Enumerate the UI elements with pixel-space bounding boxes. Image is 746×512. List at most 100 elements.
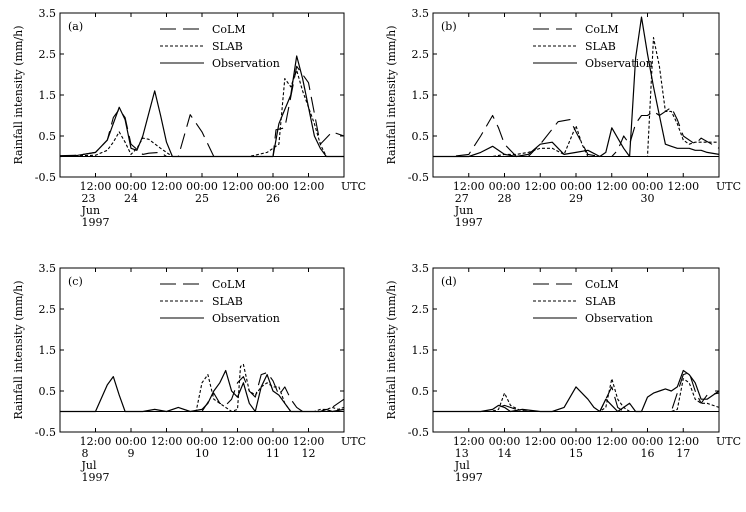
- chart-panel-d: 3.5 2.5 1.5 0.5 -0.5 Rainfall intensity (mm/h…: [385, 262, 741, 484]
- x-tick-label: 12:00: [596, 435, 628, 448]
- series-line-slab: [59, 69, 344, 158]
- day-label: 29: [569, 192, 583, 205]
- legend-label-colm: CoLM: [212, 23, 246, 36]
- panel-label: (b): [441, 20, 457, 33]
- plot-frame: [59, 267, 345, 433]
- day-label: 14: [498, 447, 512, 460]
- x-tick-label: 00:00: [115, 435, 147, 448]
- day-label: 26: [266, 192, 280, 205]
- date-year-label: 1997: [455, 216, 483, 229]
- x-tick-label: 12:00: [151, 180, 183, 193]
- x-tick-label: 12:00: [222, 435, 254, 448]
- legend-label-observation: Observation: [212, 57, 280, 70]
- day-label: 30: [641, 192, 655, 205]
- x-unit-label: UTC: [716, 180, 741, 193]
- day-label: 16: [641, 447, 655, 460]
- date-year-label: 1997: [82, 216, 110, 229]
- legend-label-colm: CoLM: [585, 278, 619, 291]
- series-line-slab: [60, 363, 345, 413]
- x-tick-label: 00:00: [632, 180, 664, 193]
- y-tick-label: -0.5: [35, 426, 56, 439]
- x-tick-label: 12:00: [453, 180, 485, 193]
- x-tick-label: 12:00: [667, 180, 699, 193]
- x-tick-label: 00:00: [115, 180, 147, 193]
- legend-label-observation: Observation: [212, 312, 280, 325]
- x-tick-label: 12:00: [524, 435, 556, 448]
- date-day-label: 8: [82, 447, 89, 460]
- chart-panel-c: 3.5 2.5 1.5 0.5 -0.5 Rainfall intensity (mm/h…: [12, 262, 366, 484]
- date-day-label: 23: [82, 192, 96, 205]
- series-line-colm: [433, 372, 720, 413]
- x-tick-label: 12:00: [80, 180, 112, 193]
- y-tick-label: 3.5: [412, 262, 430, 275]
- panel-label: (a): [68, 20, 83, 33]
- chart-panel-b: 3.5 2.5 1.5 0.5 -0.5 Rainfall intensity (mm/h…: [385, 7, 741, 229]
- legend-label-observation: Observation: [585, 312, 653, 325]
- x-tick-label: 12:00: [293, 180, 325, 193]
- legend-label-colm: CoLM: [585, 23, 619, 36]
- x-tick-label: 12:00: [524, 180, 556, 193]
- series-line-observation: [59, 55, 344, 158]
- plot-frame: [432, 267, 720, 433]
- y-axis-label: Rainfall intensity (mm/h): [12, 25, 25, 164]
- y-tick-label: 1.5: [39, 344, 57, 357]
- y-tick-label: 2.5: [39, 303, 57, 316]
- series-line-observation: [433, 369, 720, 413]
- plot-frame: [59, 12, 345, 178]
- day-label: 11: [266, 447, 280, 460]
- x-unit-label: UTC: [716, 435, 741, 448]
- series-line-observation: [433, 16, 720, 158]
- y-axis-label: Rainfall intensity (mm/h): [385, 25, 398, 164]
- x-tick-label: 00:00: [186, 435, 218, 448]
- date-month-label: Jul: [454, 459, 470, 472]
- date-day-label: 27: [455, 192, 469, 205]
- day-label: 12: [302, 447, 316, 460]
- y-tick-label: 2.5: [39, 48, 57, 61]
- day-label: 10: [195, 447, 209, 460]
- y-tick-label: 0.5: [39, 130, 57, 143]
- date-day-label: 13: [455, 447, 469, 460]
- chart-panel-a: 3.5 2.5 1.5 0.5 -0.5 Rainfall intensity (mm/h…: [12, 7, 366, 229]
- series-line-colm: [59, 65, 345, 158]
- legend-label-colm: CoLM: [212, 278, 246, 291]
- x-tick-label: 12:00: [222, 180, 254, 193]
- series-line-slab: [433, 37, 719, 158]
- series-line-colm: [433, 106, 720, 158]
- y-tick-label: -0.5: [408, 171, 429, 184]
- legend-label-slab: SLAB: [585, 40, 616, 53]
- legend-label-observation: Observation: [585, 57, 653, 70]
- x-tick-label: 12:00: [596, 180, 628, 193]
- y-tick-label: 3.5: [39, 262, 57, 275]
- date-month-label: Jun: [454, 204, 474, 217]
- panel-label: (c): [68, 275, 83, 288]
- y-tick-label: 2.5: [412, 303, 430, 316]
- x-tick-label: 12:00: [151, 435, 183, 448]
- y-tick-label: 0.5: [39, 385, 57, 398]
- day-label: 9: [128, 447, 135, 460]
- x-tick-label: 00:00: [489, 180, 521, 193]
- x-tick-label: 00:00: [257, 180, 289, 193]
- day-label: 24: [124, 192, 138, 205]
- x-tick-label: 00:00: [489, 435, 521, 448]
- y-tick-label: 1.5: [412, 89, 430, 102]
- date-year-label: 1997: [455, 471, 483, 484]
- day-label: 25: [195, 192, 209, 205]
- y-tick-label: 3.5: [412, 7, 430, 20]
- y-tick-label: 0.5: [412, 130, 430, 143]
- x-unit-label: UTC: [341, 435, 366, 448]
- y-tick-label: 1.5: [412, 344, 430, 357]
- x-tick-label: 00:00: [632, 435, 664, 448]
- y-axis-label: Rainfall intensity (mm/h): [385, 280, 398, 419]
- series-line-observation: [60, 369, 345, 413]
- x-tick-label: 00:00: [560, 435, 592, 448]
- y-tick-label: -0.5: [35, 171, 56, 184]
- x-tick-label: 00:00: [186, 180, 218, 193]
- series-line-slab: [433, 378, 720, 413]
- y-tick-label: 2.5: [412, 48, 430, 61]
- x-tick-label: 00:00: [257, 435, 289, 448]
- x-tick-label: 12:00: [667, 435, 699, 448]
- panel-label: (d): [441, 275, 457, 288]
- legend-label-slab: SLAB: [212, 295, 243, 308]
- y-tick-label: 0.5: [412, 385, 430, 398]
